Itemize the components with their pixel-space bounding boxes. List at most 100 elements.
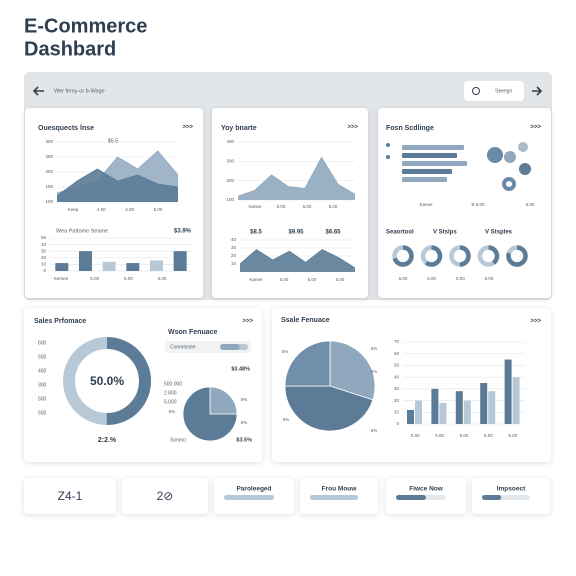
chart-label: V Stslps <box>433 230 457 236</box>
x-tick-label: 5.00 <box>158 276 167 281</box>
area-fill <box>238 157 355 200</box>
search-icon <box>472 87 480 95</box>
side-label: 500 <box>38 410 47 416</box>
bar <box>173 251 187 271</box>
x-tick-label: 5.00 <box>336 277 345 282</box>
x-tick-label: Keep <box>68 207 79 212</box>
bar <box>512 377 520 424</box>
y-tick-label: 30 <box>231 245 237 250</box>
title: Dashbard <box>24 38 116 60</box>
tile-value: 2⊘ <box>157 489 174 503</box>
value-label: $3.9% <box>174 229 192 235</box>
y-tick-label: 200 <box>45 169 53 174</box>
bar <box>55 263 69 271</box>
y-tick-label: 100 <box>45 199 53 204</box>
progress-bar <box>396 495 426 500</box>
y-tick-label: 30 <box>394 386 400 391</box>
tile-label: Fiwce Now <box>409 486 444 493</box>
y-tick-label: 40 <box>231 237 237 242</box>
tile-label: Frou Mouw <box>322 486 358 493</box>
x-tick-label: Kemee <box>54 276 69 281</box>
side-label: 500 <box>38 354 47 360</box>
tile-label: Impsoect <box>497 486 526 493</box>
x-tick-label: Kanee <box>249 277 263 282</box>
pie-label: 5% <box>241 397 248 402</box>
y-tick-label: 20 <box>231 253 237 258</box>
donut-arc <box>506 245 528 267</box>
footer: $3.5% <box>236 437 252 443</box>
y-tick-label: 0 <box>396 421 399 426</box>
x-tick-label: 5.00 <box>329 204 338 209</box>
donut-arc <box>63 337 151 425</box>
chart-label: Wea Pattome Seame <box>56 228 108 234</box>
x-tick-label: 5.00 <box>460 433 469 438</box>
x-tick-label: 5.00 <box>526 202 535 207</box>
card-title: Fosn Scdlinge <box>386 125 434 132</box>
list-item: 500.000 <box>164 381 182 387</box>
tile-label: Paroleeged <box>236 486 271 493</box>
search-box[interactable] <box>464 81 524 101</box>
y-tick-label: 50 <box>41 235 47 240</box>
x-tick-label: 5.00 <box>124 276 133 281</box>
x-tick-label: 4.00 <box>125 207 134 212</box>
x-tick-label: 5.00 <box>277 204 286 209</box>
x-tick-label: 5.00 <box>456 276 465 281</box>
x-tick-label: 5.00 <box>303 204 312 209</box>
funnel-bar <box>402 177 447 182</box>
filter-label: Conmtesee <box>170 344 196 350</box>
x-tick-label: B 5.00 <box>471 202 485 207</box>
x-tick-label: 5.00 <box>154 207 163 212</box>
side-label: 500 <box>38 396 47 402</box>
progress-bar <box>482 495 502 500</box>
side-label: 600 <box>38 340 47 346</box>
title: E-Commerce <box>24 15 147 37</box>
area-fill <box>240 249 355 272</box>
bar <box>480 383 488 424</box>
x-tick-label: 5.00 <box>90 276 99 281</box>
pie-label: 5% <box>371 428 378 433</box>
y-tick-label: 10 <box>41 262 47 267</box>
progress-bar <box>224 495 274 500</box>
pie-label: 5% <box>371 346 378 351</box>
y-tick-label: 20 <box>41 255 47 260</box>
more-button: >>> <box>182 125 193 131</box>
y-tick-label: 70 <box>394 339 400 344</box>
footer: 2:2.% <box>98 437 117 444</box>
y-tick-label: 40 <box>394 374 400 379</box>
area-line <box>239 249 356 269</box>
pie-label: 5% <box>169 409 176 414</box>
donut-arc <box>420 245 443 267</box>
y-tick-label: 50 <box>394 363 400 368</box>
bar <box>431 388 439 424</box>
more-button: >>> <box>242 319 253 325</box>
bar <box>463 400 471 424</box>
y-tick-label: 40 <box>41 242 47 247</box>
value-label: $3.48% <box>231 366 250 372</box>
area-fill <box>57 169 178 202</box>
more-button: >>> <box>530 319 541 325</box>
x-tick-label: 5.00 <box>399 276 408 281</box>
x-tick-label: Kanee <box>248 204 262 209</box>
tile <box>122 478 208 514</box>
x-tick-label: 5.00 <box>411 433 420 438</box>
footer: Sonmo <box>170 437 186 443</box>
search-text: Steegn <box>495 88 512 94</box>
y-tick-label: 150 <box>45 184 53 189</box>
pie-label: 5% <box>283 417 290 422</box>
y-tick-label: 20 <box>394 398 400 403</box>
bar <box>78 251 93 271</box>
pie-slice <box>284 340 331 387</box>
pie-slice <box>182 386 238 442</box>
funnel-dots <box>386 143 390 159</box>
card-title: Ssale Fenuace <box>281 317 330 324</box>
chart-label: Seaortool <box>386 230 414 236</box>
tile-value: Z4-1 <box>58 489 83 503</box>
side-label: 400 <box>38 368 47 374</box>
y-tick-label: 0 <box>43 268 46 273</box>
forward-button[interactable] <box>532 86 543 96</box>
card <box>212 108 368 298</box>
back-button[interactable] <box>32 86 44 96</box>
pie-slice <box>209 386 238 415</box>
donut-arc <box>392 245 414 267</box>
more-button: >>> <box>347 125 358 131</box>
